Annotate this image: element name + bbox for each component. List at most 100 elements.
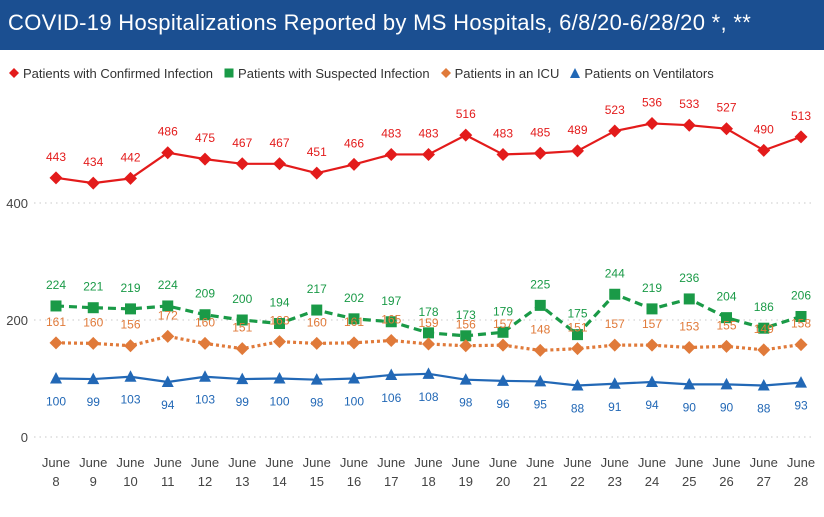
x-axis: June 8 June 9 June 10 June 11 June 12 June 13 June 14… <box>42 455 815 489</box>
data-label: 475 <box>195 131 215 145</box>
x-tick-label: June <box>452 455 480 470</box>
x-tick-label: June <box>303 455 331 470</box>
data-label: 489 <box>567 123 587 137</box>
legend-item-suspected[interactable]: Patients with Suspected Infection <box>223 66 430 81</box>
data-point-square <box>50 300 62 312</box>
data-point-triangle <box>534 374 547 387</box>
legend-item-ventilators[interactable]: Patients on Ventilators <box>569 66 714 81</box>
data-point-triangle <box>422 367 435 379</box>
data-label: 523 <box>605 103 625 117</box>
data-point-diamond <box>645 338 659 352</box>
x-tick-label: June <box>712 455 740 470</box>
data-label: 157 <box>493 317 513 331</box>
data-point-triangle <box>683 377 696 390</box>
data-label: 217 <box>307 282 327 296</box>
data-label: 88 <box>571 402 585 416</box>
data-label: 186 <box>754 300 774 314</box>
triangle-marker-icon <box>570 68 581 78</box>
data-label: 202 <box>344 291 364 305</box>
data-point-diamond <box>161 146 175 160</box>
data-label: 157 <box>642 317 662 331</box>
data-label: 483 <box>418 126 438 140</box>
x-tick-label: June <box>601 455 629 470</box>
data-label: 158 <box>791 317 811 331</box>
data-point-triangle <box>87 372 100 385</box>
data-point-diamond <box>273 335 286 349</box>
x-tick-label: 25 <box>682 474 696 489</box>
data-point-diamond <box>682 118 696 132</box>
data-point-triangle <box>161 375 174 388</box>
data-label: 148 <box>530 322 550 336</box>
series-patients-on-ventilators: 100 99 103 94 103 99 100 98 100 106 108 98 96 95 88 91 9… <box>46 367 808 416</box>
data-point-diamond <box>533 343 547 357</box>
data-label: 204 <box>716 290 736 304</box>
data-point-triangle <box>608 377 621 389</box>
data-point-diamond <box>496 338 510 352</box>
data-label: 224 <box>158 278 178 292</box>
x-tick-label: 12 <box>198 474 212 489</box>
x-tick-label: 15 <box>310 474 324 489</box>
data-point-diamond <box>608 338 622 352</box>
data-point-diamond <box>645 116 659 130</box>
chart-title: COVID-19 Hospitalizations Reported by MS… <box>8 10 752 35</box>
x-tick-label: 20 <box>496 474 510 489</box>
data-label: 108 <box>418 390 438 404</box>
data-point-diamond <box>49 336 63 350</box>
data-label: 434 <box>83 155 103 169</box>
x-tick-label: June <box>191 455 219 470</box>
data-point-square <box>758 322 770 334</box>
data-point-square <box>460 330 472 342</box>
legend-label: Patients with Suspected Infection <box>238 65 430 81</box>
x-tick-label: 24 <box>645 474 659 489</box>
data-label: 100 <box>269 395 289 409</box>
data-label: 156 <box>120 318 140 332</box>
legend-label: Patients in an ICU <box>454 65 560 81</box>
x-tick-label: June <box>750 455 778 470</box>
y-tick-label: 400 <box>6 196 28 211</box>
data-label: 161 <box>344 315 364 329</box>
data-point-diamond <box>794 338 808 352</box>
data-point-square <box>534 299 546 311</box>
data-point-diamond <box>86 336 100 350</box>
data-label: 194 <box>269 296 289 310</box>
data-point-diamond <box>347 336 361 350</box>
data-label: 91 <box>608 400 622 414</box>
x-tick-label: 22 <box>570 474 584 489</box>
data-point-triangle <box>124 370 137 382</box>
data-point-square <box>199 309 211 321</box>
x-tick-label: 13 <box>235 474 249 489</box>
data-point-square <box>125 303 136 315</box>
data-point-square <box>348 313 360 325</box>
data-label: 160 <box>83 315 103 329</box>
x-tick-label: June <box>563 455 591 470</box>
data-point-diamond <box>533 146 547 160</box>
data-label: 99 <box>87 395 101 409</box>
data-point-triangle <box>236 372 249 385</box>
data-point-triangle <box>348 372 360 384</box>
data-point-triangle <box>571 379 584 391</box>
data-label: 98 <box>310 396 324 410</box>
data-label: 175 <box>567 307 587 321</box>
data-point-diamond <box>757 143 771 157</box>
data-label: 156 <box>456 318 476 332</box>
data-label: 516 <box>456 107 476 121</box>
legend-item-icu[interactable]: Patients in an ICU <box>440 65 560 81</box>
x-tick-label: 16 <box>347 474 361 489</box>
data-point-triangle <box>273 372 286 384</box>
data-label: 165 <box>381 312 401 326</box>
x-tick-label: 27 <box>757 474 771 489</box>
data-point-diamond <box>720 339 733 353</box>
data-label: 206 <box>791 288 811 302</box>
x-tick-label: June <box>414 455 442 470</box>
data-label: 221 <box>83 280 103 294</box>
x-tick-label: 11 <box>161 474 175 489</box>
data-point-triangle <box>795 376 807 388</box>
data-label: 95 <box>534 397 548 411</box>
legend-item-confirmed[interactable]: Patients with Confirmed Infection <box>8 66 213 81</box>
data-label: 197 <box>381 294 401 308</box>
data-point-diamond <box>310 336 324 350</box>
data-point-square <box>87 302 99 314</box>
data-point-square <box>795 310 807 322</box>
data-point-triangle <box>497 374 509 386</box>
x-tick-label: June <box>265 455 293 470</box>
